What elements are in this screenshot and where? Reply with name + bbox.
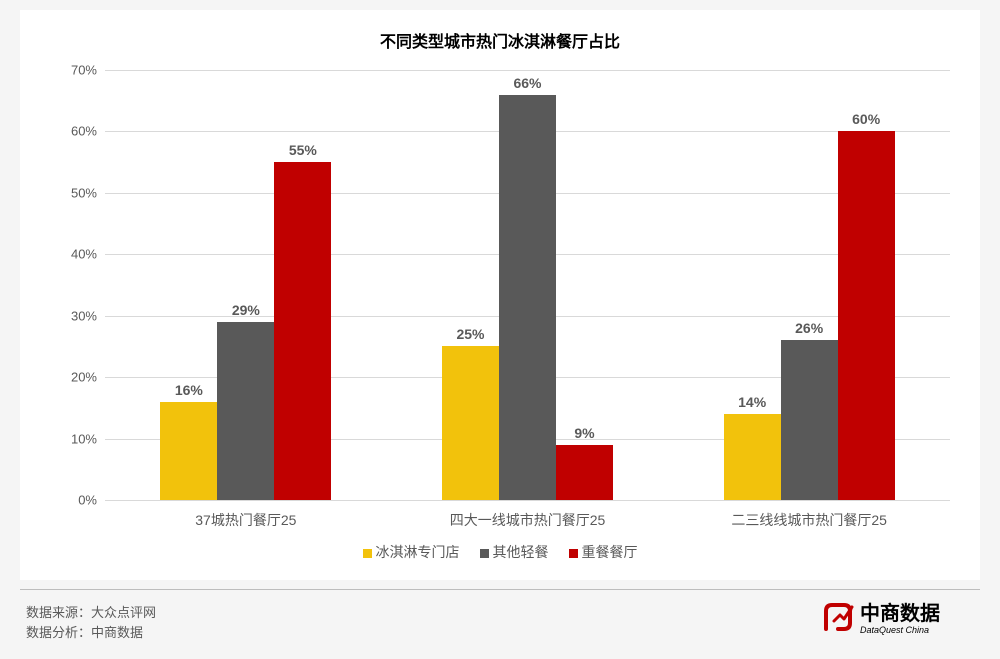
x-tick-label: 二三线线城市热门餐厅25 <box>731 510 887 530</box>
legend-swatch <box>569 549 578 558</box>
y-tick-label: 60% <box>71 124 97 139</box>
source-label: 数据来源： <box>26 605 91 620</box>
bar-value-label: 60% <box>852 111 880 127</box>
bar-value-label: 26% <box>795 320 823 336</box>
bar: 66% <box>499 95 556 500</box>
footer: 数据来源：大众点评网 数据分析：中商数据 中商数据 DataQuest Chin… <box>20 589 980 641</box>
legend-swatch <box>363 549 372 558</box>
bar-value-label: 25% <box>456 326 484 342</box>
gridline <box>105 70 950 71</box>
gridline <box>105 500 950 501</box>
logo-text-en: DataQuest China <box>860 625 929 635</box>
bar: 60% <box>838 131 895 500</box>
chart-title: 不同类型城市热门冰淇淋餐厅占比 <box>20 10 980 52</box>
footer-divider <box>20 589 980 590</box>
y-tick-label: 20% <box>71 370 97 385</box>
legend-swatch <box>480 549 489 558</box>
bar: 25% <box>442 346 499 500</box>
legend-label: 冰淇淋专门店 <box>376 544 460 560</box>
bar: 29% <box>217 322 274 500</box>
plot-area: 0%10%20%30%40%50%60%70%37城热门餐厅2516%29%55… <box>105 70 950 500</box>
bar-value-label: 14% <box>738 394 766 410</box>
y-tick-label: 30% <box>71 308 97 323</box>
brand-logo: 中商数据 DataQuest China <box>820 597 970 637</box>
analysis-label: 数据分析： <box>26 625 91 640</box>
y-tick-label: 50% <box>71 185 97 200</box>
legend: 冰淇淋专门店 其他轻餐 重餐餐厅 <box>20 542 980 562</box>
y-tick-label: 70% <box>71 63 97 78</box>
legend-label: 其他轻餐 <box>493 544 549 560</box>
bar: 14% <box>724 414 781 500</box>
x-tick-label: 四大一线城市热门餐厅25 <box>450 510 606 530</box>
legend-item: 重餐餐厅 <box>569 542 638 562</box>
bar: 26% <box>781 340 838 500</box>
bar: 55% <box>274 162 331 500</box>
chart-card: 不同类型城市热门冰淇淋餐厅占比 0%10%20%30%40%50%60%70%3… <box>20 10 980 580</box>
bar-value-label: 29% <box>232 302 260 318</box>
bar-value-label: 66% <box>513 75 541 91</box>
y-tick-label: 10% <box>71 431 97 446</box>
legend-label: 重餐餐厅 <box>582 544 638 560</box>
x-tick-label: 37城热门餐厅25 <box>195 510 296 530</box>
footer-text: 数据来源：大众点评网 数据分析：中商数据 <box>26 603 156 642</box>
logo-text-cn: 中商数据 <box>860 601 940 625</box>
legend-item: 其他轻餐 <box>480 542 549 562</box>
bar-value-label: 55% <box>289 142 317 158</box>
legend-item: 冰淇淋专门店 <box>363 542 460 562</box>
source-value: 大众点评网 <box>91 605 156 620</box>
bar: 16% <box>160 402 217 500</box>
analysis-value: 中商数据 <box>91 625 143 640</box>
bar: 9% <box>556 445 613 500</box>
bar-value-label: 16% <box>175 382 203 398</box>
y-tick-label: 40% <box>71 247 97 262</box>
y-tick-label: 0% <box>78 493 97 508</box>
bar-value-label: 9% <box>574 425 594 441</box>
